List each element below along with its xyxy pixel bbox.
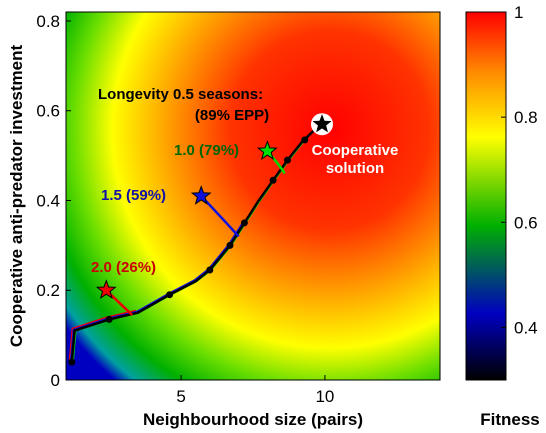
colorbar-tick-label: 1 bbox=[514, 3, 523, 22]
annotation-1-5: 1.5 (59%) bbox=[101, 187, 166, 204]
y-tick-label: 0.6 bbox=[36, 102, 60, 121]
path-marker bbox=[269, 176, 277, 184]
annotation-longevity-line2: (89% EPP) bbox=[195, 107, 269, 124]
y-tick-label: 0 bbox=[51, 371, 60, 390]
y-tick-label: 0.4 bbox=[36, 191, 60, 210]
colorbar-tick-label: 0.8 bbox=[514, 108, 538, 127]
y-axis-ticks: 0 0.2 0.4 0.6 0.8 bbox=[36, 12, 71, 390]
colorbar-tick-label: 0.6 bbox=[514, 213, 538, 232]
colorbar-ticks: 0.4 0.6 0.8 1 bbox=[501, 3, 538, 337]
path-marker bbox=[105, 315, 113, 323]
x-tick-label: 10 bbox=[315, 387, 334, 406]
annotation-2-0: 2.0 (26%) bbox=[91, 259, 156, 276]
y-tick-label: 0.8 bbox=[36, 12, 60, 31]
colorbar: 0.4 0.6 0.8 1 Fitness bbox=[465, 3, 540, 429]
path-marker bbox=[226, 241, 234, 249]
y-tick-label: 0.2 bbox=[36, 281, 60, 300]
path-marker bbox=[68, 358, 76, 366]
path-marker bbox=[206, 266, 214, 274]
annotation-longevity-line1: Longevity 0.5 seasons: bbox=[98, 86, 263, 103]
y-axis-label: Cooperative anti-predator investment bbox=[7, 45, 26, 348]
x-axis-label: Neighbourhood size (pairs) bbox=[143, 410, 363, 429]
series-star bbox=[256, 140, 278, 160]
trajectory-markers bbox=[68, 136, 309, 366]
series-star bbox=[190, 185, 212, 205]
heatmap-area bbox=[66, 12, 440, 380]
path-marker bbox=[240, 219, 248, 227]
colorbar-tick-label: 0.4 bbox=[514, 318, 538, 337]
colorbar-gradient bbox=[465, 11, 507, 381]
annotation-1-0: 1.0 (79%) bbox=[174, 142, 239, 159]
path-marker bbox=[301, 136, 309, 144]
path-marker bbox=[166, 291, 174, 299]
series-star bbox=[95, 279, 117, 300]
plot-frame bbox=[65, 11, 441, 381]
annotation-cooperative-line1: Cooperative bbox=[312, 142, 399, 159]
fitness-surface bbox=[66, 12, 440, 380]
colorbar-label: Fitness bbox=[480, 410, 540, 429]
annotation-cooperative-line2: solution bbox=[326, 160, 384, 177]
path-marker bbox=[284, 156, 291, 164]
series-path bbox=[68, 309, 137, 361]
series-stars bbox=[95, 113, 333, 300]
x-tick-label: 5 bbox=[176, 387, 185, 406]
x-axis-ticks: 5 10 bbox=[176, 375, 334, 406]
series-star bbox=[312, 113, 332, 133]
